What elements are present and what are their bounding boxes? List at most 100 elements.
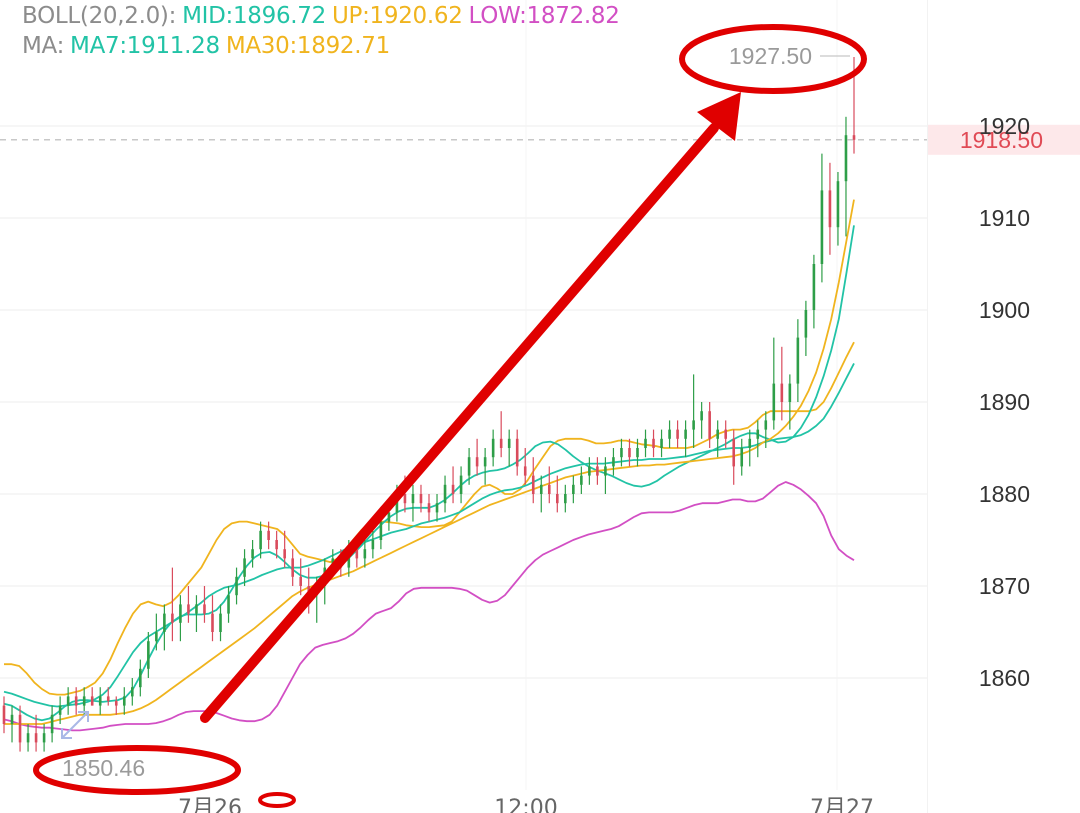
- candle-body: [451, 484, 455, 494]
- candle-body: [90, 696, 94, 706]
- candle-body: [379, 521, 383, 540]
- candle-body: [556, 494, 559, 504]
- candle-body: [147, 641, 150, 669]
- candle-body: [596, 466, 599, 476]
- boll-indicator-header[interactable]: BOLL(20,2.0): MID:1896.72 UP:1920.62 LOW:18…: [22, 3, 626, 29]
- candle-body: [98, 696, 102, 706]
- candle-body: [427, 503, 431, 513]
- candle-body: [18, 714, 22, 743]
- candle-body: [628, 448, 631, 458]
- series-line-low: [3, 481, 855, 732]
- candle-body: [820, 190, 824, 264]
- y-tick-1860: 1860: [979, 665, 1030, 691]
- candle-body: [10, 714, 14, 724]
- candle-body: [523, 466, 527, 476]
- y-tick-1900: 1900: [979, 297, 1030, 323]
- candle-body: [572, 484, 575, 494]
- candle-body: [507, 438, 511, 448]
- candle-body: [564, 494, 567, 504]
- candle-body: [588, 466, 591, 476]
- candle-body: [131, 687, 134, 697]
- candle-body: [483, 457, 487, 467]
- candle-body: [828, 190, 832, 228]
- candle-body: [580, 475, 583, 485]
- candle-body: [467, 457, 471, 476]
- candle-body: [724, 429, 727, 439]
- series-line-up: [4, 341, 855, 696]
- trend-arrow-shaft: [200, 123, 719, 723]
- candle-body: [459, 475, 463, 494]
- candle-body: [66, 696, 70, 706]
- candle-body: [547, 484, 551, 494]
- candle-body: [251, 549, 254, 559]
- candle-body: [355, 549, 359, 559]
- candle-body: [748, 438, 752, 448]
- candle-body: [163, 613, 166, 632]
- candle-body: [531, 475, 535, 494]
- y-tick-1880: 1880: [979, 481, 1030, 507]
- candle-body: [291, 558, 294, 577]
- candle-body: [219, 613, 222, 632]
- candle-body: [708, 411, 711, 439]
- candle-body: [836, 181, 840, 228]
- date-highlight-ellipse: [258, 792, 296, 808]
- boll-mid-value: MID:1896.72: [182, 3, 326, 29]
- price-overlay: 1918.50: [0, 124, 1080, 155]
- high-price-label: 1927.50: [729, 43, 812, 69]
- candle-body: [796, 337, 800, 384]
- candle-body: [852, 135, 856, 140]
- candle-body: [74, 696, 78, 706]
- candle-body: [187, 604, 190, 614]
- ma-indicator-header[interactable]: MA: MA7:1911.28 MA30:1892.71: [22, 33, 396, 59]
- candle-body: [26, 733, 30, 743]
- candle-body: [676, 429, 679, 439]
- candle-body: [171, 613, 174, 623]
- candle-body: [804, 310, 808, 338]
- candle-body: [267, 530, 270, 540]
- candle-body: [475, 457, 479, 467]
- candle-body: [692, 420, 695, 430]
- candle-body: [235, 576, 238, 596]
- high-highlight-ellipse: [679, 24, 867, 94]
- candle-body: [668, 429, 671, 439]
- ma30-value: MA30:1892.71: [225, 33, 390, 59]
- candle-body: [684, 429, 687, 439]
- candle-body: [660, 438, 663, 448]
- candle-body: [716, 429, 719, 439]
- candle-body: [259, 530, 262, 550]
- y-tick-1920: 1920: [979, 113, 1030, 139]
- candle-body: [515, 438, 519, 467]
- expand-icon: [61, 711, 89, 739]
- candle-body: [644, 438, 647, 448]
- candle-body: [491, 438, 495, 458]
- boll-low-value: LOW:1872.82: [468, 3, 620, 29]
- candle-body: [443, 484, 447, 504]
- candle-body: [499, 438, 503, 448]
- candle-body: [539, 484, 543, 494]
- candle-body: [106, 696, 110, 701]
- series-line-ma7: [3, 225, 855, 722]
- x-tick-0: 7月26: [178, 796, 242, 813]
- candle-body: [772, 383, 776, 421]
- y-tick-1910: 1910: [979, 205, 1030, 231]
- series-line-ma30: [4, 199, 855, 725]
- candle-body: [612, 457, 615, 467]
- boll-label: BOLL(20,2.0):: [22, 3, 177, 29]
- candle-body: [227, 595, 230, 614]
- candle-body: [403, 494, 407, 504]
- candle-body: [387, 512, 391, 522]
- candle-body: [419, 494, 423, 504]
- candle-body: [844, 135, 848, 182]
- candle-body: [411, 494, 415, 504]
- candle-body: [732, 438, 736, 467]
- candle-body: [299, 576, 302, 586]
- candle-body: [58, 705, 62, 715]
- candle-body: [2, 705, 6, 724]
- candle-body: [812, 264, 816, 310]
- y-tick-1870: 1870: [979, 573, 1030, 599]
- candle-body: [243, 558, 246, 577]
- candle-body: [122, 696, 126, 706]
- axes: 1920 1910 1900 1890 1880 1870 1860 7月26 12:00 7月2…: [178, 113, 1030, 813]
- candle-body: [195, 604, 198, 614]
